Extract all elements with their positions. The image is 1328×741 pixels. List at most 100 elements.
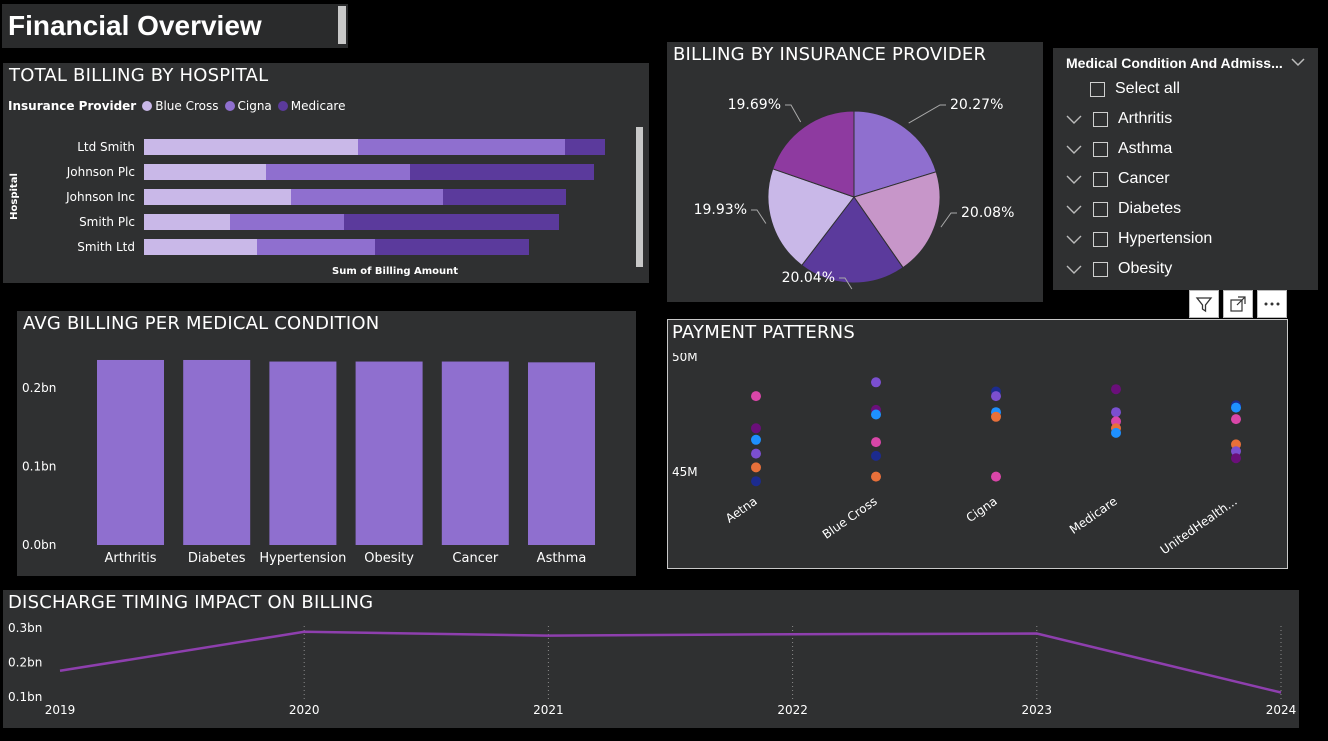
x-axis-label: Sum of Billing Amount xyxy=(332,266,459,277)
scatter-point[interactable] xyxy=(1231,446,1241,457)
chevron-down-icon[interactable] xyxy=(1065,232,1083,246)
checkbox[interactable] xyxy=(1090,81,1105,97)
scatter-point[interactable] xyxy=(1231,439,1241,450)
bar-segment[interactable] xyxy=(344,214,559,230)
bar[interactable] xyxy=(528,362,595,545)
pie-slice[interactable] xyxy=(767,168,855,267)
condition-slicer: Medical Condition And Admiss... Select a… xyxy=(1053,48,1318,290)
legend-item-medicare[interactable]: Medicare xyxy=(277,99,346,113)
x-tick-label: UnitedHealth... xyxy=(1158,494,1240,557)
scatter-point[interactable] xyxy=(871,409,881,420)
chevron-down-icon[interactable] xyxy=(1065,112,1083,126)
slicer-select-all[interactable]: Select all xyxy=(1090,77,1180,101)
chart-scrollbar[interactable] xyxy=(636,127,643,267)
scatter-point[interactable] xyxy=(1111,427,1121,438)
slicer-item-diabetes[interactable]: Diabetes xyxy=(1065,197,1181,221)
slicer-item-label: Hypertension xyxy=(1118,230,1213,247)
bar[interactable] xyxy=(97,359,164,545)
bar-segment[interactable] xyxy=(144,239,257,255)
filter-button[interactable] xyxy=(1189,290,1219,318)
slicer-title: Medical Condition And Admiss... xyxy=(1066,55,1283,71)
billing-line[interactable] xyxy=(59,630,1282,694)
slicer-item-label: Arthritis xyxy=(1118,110,1173,127)
bar[interactable] xyxy=(269,361,337,545)
bar-segment[interactable] xyxy=(410,164,594,180)
scatter-point[interactable] xyxy=(751,391,761,402)
slicer-item-obesity[interactable]: Obesity xyxy=(1065,257,1172,281)
insurance-pie-chart: 20.27% 20.08% 20.04% 19.93% 19.69% xyxy=(694,97,1014,290)
checkbox[interactable] xyxy=(1093,231,1108,247)
checkbox[interactable] xyxy=(1093,261,1108,277)
pie-slice[interactable] xyxy=(853,110,937,198)
bar-segment[interactable] xyxy=(565,139,605,155)
avg-billing-bar-chart: 0.2bn 0.1bn 0.0bn Arthritis Diabetes Hyperten… xyxy=(22,359,595,566)
x-tick-label: Cancer xyxy=(452,551,498,566)
legend-item-blue-cross[interactable]: Blue Cross xyxy=(142,99,219,113)
chevron-down-icon[interactable] xyxy=(1065,262,1083,276)
y-tick-label: 45M xyxy=(672,465,698,479)
scatter-point[interactable] xyxy=(751,423,761,434)
insurance-pie-panel: BILLING BY INSURANCE PROVIDER 20.27% 20.0… xyxy=(667,42,1043,302)
more-options-icon xyxy=(1264,302,1280,306)
scatter-point[interactable] xyxy=(871,450,881,461)
pie-slice[interactable] xyxy=(853,171,941,269)
slicer-item-asthma[interactable]: Asthma xyxy=(1065,137,1172,161)
checkbox[interactable] xyxy=(1093,141,1108,157)
chevron-down-icon[interactable] xyxy=(1065,202,1083,216)
scatter-point[interactable] xyxy=(1231,402,1241,413)
checkbox[interactable] xyxy=(1093,201,1108,217)
bar-segment[interactable] xyxy=(144,139,358,155)
bar[interactable] xyxy=(441,361,509,545)
chevron-down-icon[interactable] xyxy=(1065,142,1083,156)
more-options-button[interactable] xyxy=(1257,290,1287,318)
scatter-point[interactable] xyxy=(871,437,881,448)
focus-mode-button[interactable] xyxy=(1223,290,1253,318)
scatter-point[interactable] xyxy=(1111,416,1121,427)
slicer-item-hypertension[interactable]: Hypertension xyxy=(1065,227,1212,251)
bar-segment[interactable] xyxy=(230,214,344,230)
checkbox[interactable] xyxy=(1093,111,1108,127)
bar[interactable] xyxy=(183,359,251,545)
bar-segment[interactable] xyxy=(257,239,375,255)
scatter-point[interactable] xyxy=(1231,453,1241,464)
title-banner: Financial Overview xyxy=(2,4,348,48)
discharge-panel: DISCHARGE TIMING IMPACT ON BILLING 0.3bn… xyxy=(3,590,1299,728)
chevron-down-icon[interactable] xyxy=(1291,58,1305,68)
scatter-point[interactable] xyxy=(1111,384,1121,395)
pie-slice[interactable] xyxy=(772,110,855,198)
bar-segment[interactable] xyxy=(358,139,565,155)
scatter-point[interactable] xyxy=(991,411,1001,422)
bar-segment[interactable] xyxy=(291,189,443,205)
slicer-item-arthritis[interactable]: Arthritis xyxy=(1065,107,1172,131)
scatter-point[interactable] xyxy=(751,476,761,487)
pie-leader-line xyxy=(839,277,853,290)
bar-segment[interactable] xyxy=(443,189,566,205)
bar-segment[interactable] xyxy=(144,214,230,230)
scatter-point[interactable] xyxy=(1231,414,1241,425)
bar[interactable] xyxy=(355,361,423,545)
bar-segment[interactable] xyxy=(266,164,410,180)
bar-segment[interactable] xyxy=(375,239,529,255)
bar-segment[interactable] xyxy=(144,164,266,180)
scatter-point[interactable] xyxy=(871,377,881,388)
scatter-point[interactable] xyxy=(751,448,761,459)
y-tick-label: 50M xyxy=(672,353,698,364)
x-tick-label: Diabetes xyxy=(188,551,246,566)
slicer-item-cancer[interactable]: Cancer xyxy=(1065,167,1170,191)
scatter-point[interactable] xyxy=(991,471,1001,482)
pie-slice[interactable] xyxy=(801,196,904,284)
checkbox[interactable] xyxy=(1093,171,1108,187)
scatter-point[interactable] xyxy=(751,434,761,445)
bar-segment[interactable] xyxy=(144,189,291,205)
x-tick-label: Blue Cross xyxy=(820,494,880,542)
scatter-point[interactable] xyxy=(751,462,761,473)
scatter-point[interactable] xyxy=(991,391,1001,402)
x-tick-label: 2021 xyxy=(533,703,564,717)
title-handle[interactable] xyxy=(338,6,346,44)
avg-billing-title: AVG BILLING PER MEDICAL CONDITION xyxy=(23,313,380,334)
chevron-down-icon[interactable] xyxy=(1065,172,1083,186)
scatter-point[interactable] xyxy=(871,471,881,482)
scatter-point[interactable] xyxy=(1111,407,1121,418)
expand-icon xyxy=(1230,296,1246,312)
legend-item-cigna[interactable]: Cigna xyxy=(224,99,272,113)
